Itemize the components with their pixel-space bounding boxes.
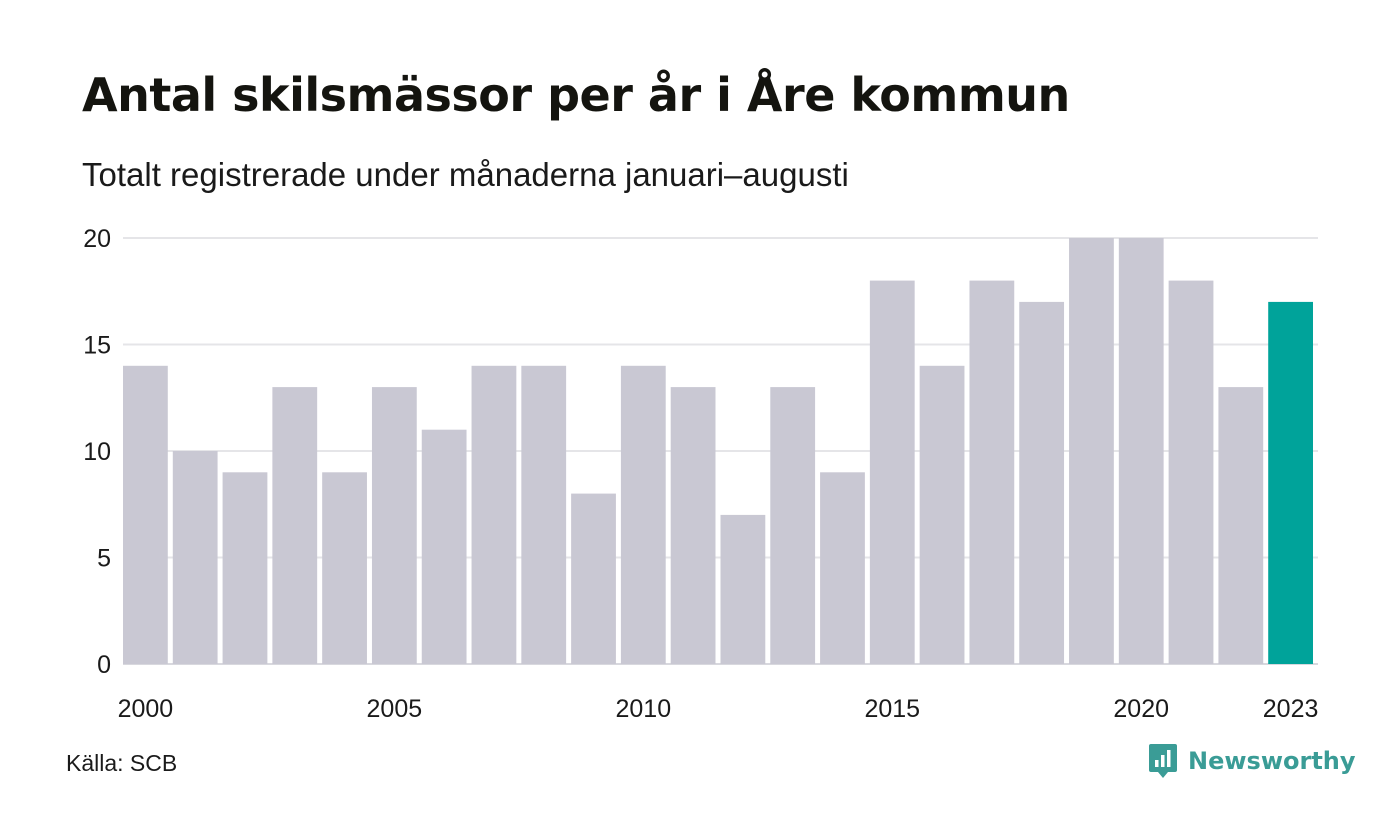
bar-2018 [1019, 301, 1065, 664]
source-note: Källa: SCB [66, 750, 178, 776]
y-tick-label-20: 20 [83, 225, 111, 253]
chart-title: Antal skilsmässor per år i Åre kommun [82, 68, 1070, 122]
x-tick-label-2023: 2023 [1263, 695, 1319, 723]
bar-2023 [1268, 301, 1313, 664]
bar-2016 [919, 365, 965, 664]
bar-2012 [720, 514, 766, 664]
y-tick-label-10: 10 [83, 438, 111, 466]
bar-2020 [1118, 238, 1164, 664]
chart-subtitle: Totalt registrerade under månaderna janu… [82, 156, 849, 193]
x-tick-label-2005: 2005 [367, 695, 423, 723]
bar-2000 [123, 365, 168, 664]
bar-2011 [670, 387, 716, 664]
bar-2015 [869, 280, 915, 664]
bar-2017 [969, 280, 1015, 664]
x-tick-label-2015: 2015 [864, 695, 920, 723]
x-tick-label-2010: 2010 [616, 695, 672, 723]
brand-logo: Newsworthy [1148, 742, 1356, 780]
bar-2002 [222, 472, 268, 664]
bar-2019 [1069, 238, 1114, 664]
bar-2010 [620, 365, 666, 664]
x-tick-label-2000: 2000 [118, 695, 174, 723]
y-tick-label-15: 15 [83, 332, 111, 360]
y-tick-label-5: 5 [97, 545, 111, 573]
bar-2003 [272, 387, 318, 664]
bar-2021 [1168, 280, 1214, 664]
bar-2006 [421, 429, 467, 664]
bar-2001 [172, 451, 218, 664]
newsworthy-logo-icon [1149, 744, 1177, 778]
bar-2014 [820, 472, 865, 664]
bar-2022 [1218, 387, 1264, 664]
bar-2005 [371, 387, 417, 664]
bar-2004 [322, 472, 367, 664]
bar-chart: 0 5 10 15 20 2000 2005 2010 2015 2020 2023 [83, 225, 1319, 723]
bar-2009 [571, 493, 616, 664]
bar-2007 [471, 365, 517, 664]
x-tick-label-2020: 2020 [1113, 695, 1169, 723]
y-tick-label-0: 0 [97, 651, 111, 679]
bar-2008 [521, 365, 567, 664]
bar-2013 [770, 387, 816, 664]
brand-name: Newsworthy [1188, 747, 1356, 775]
